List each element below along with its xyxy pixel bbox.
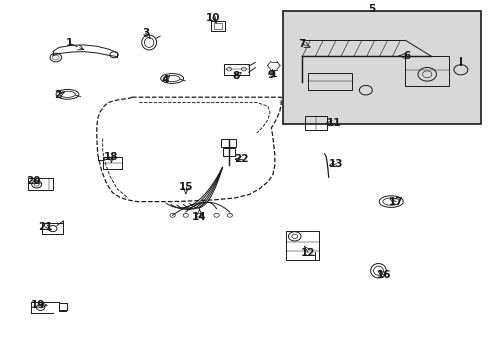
Text: 8: 8: [232, 71, 239, 81]
Text: 14: 14: [192, 212, 206, 222]
Bar: [59, 303, 67, 310]
Text: 6: 6: [403, 51, 409, 61]
Text: 10: 10: [205, 13, 220, 23]
Bar: [282, 11, 480, 124]
Bar: [210, 21, 224, 31]
Text: 15: 15: [178, 182, 193, 192]
Bar: [405, 56, 448, 86]
Text: 7: 7: [298, 39, 305, 49]
Text: 12: 12: [300, 248, 315, 258]
Bar: [103, 157, 122, 169]
Text: 18: 18: [104, 152, 119, 162]
Bar: [28, 178, 53, 190]
Text: 21: 21: [38, 222, 52, 232]
Bar: [308, 73, 351, 90]
Bar: [224, 64, 248, 75]
Text: 13: 13: [328, 159, 343, 169]
Text: 2: 2: [54, 90, 61, 100]
Bar: [221, 139, 236, 147]
Text: 4: 4: [161, 75, 169, 85]
Bar: [285, 231, 318, 260]
Bar: [223, 148, 234, 156]
Text: 19: 19: [31, 300, 45, 310]
Text: 20: 20: [26, 176, 41, 186]
Text: 5: 5: [367, 4, 374, 14]
Text: 9: 9: [267, 70, 274, 80]
Text: 3: 3: [142, 28, 149, 38]
Text: 11: 11: [326, 118, 341, 128]
Bar: [42, 223, 63, 234]
Bar: [304, 116, 326, 130]
Text: 16: 16: [376, 270, 391, 280]
Bar: [213, 23, 221, 29]
Text: 22: 22: [234, 154, 248, 164]
Text: 1: 1: [66, 38, 73, 48]
Text: 17: 17: [388, 197, 403, 207]
